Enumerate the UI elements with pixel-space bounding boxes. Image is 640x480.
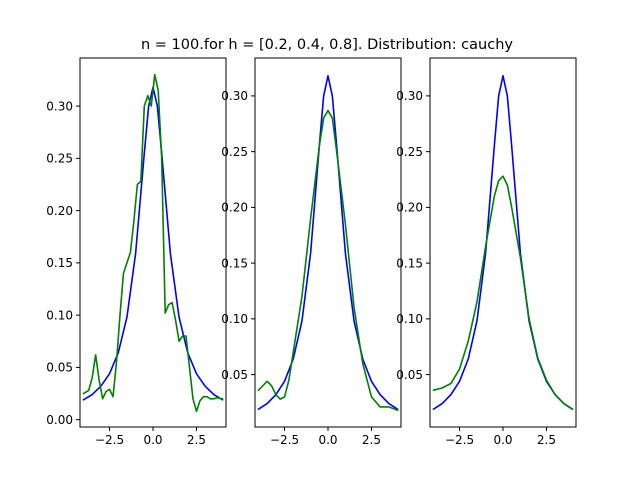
y-tick-label: 0.05 <box>46 361 73 375</box>
figure-title: n = 100.for h = [0.2, 0.4, 0.8]. Distrib… <box>141 37 513 53</box>
x-tick-label: −2.5 <box>270 433 299 447</box>
y-tick-label: 0.20 <box>396 201 423 215</box>
y-tick-label: 0.25 <box>221 145 248 159</box>
y-tick-label: 0.20 <box>221 201 248 215</box>
x-tick-label: 2.5 <box>187 433 206 447</box>
y-tick-label: 0.30 <box>46 99 73 113</box>
x-tick-label: 2.5 <box>537 433 556 447</box>
y-tick-label: 0.30 <box>221 89 248 103</box>
x-tick-label: 0.0 <box>143 433 162 447</box>
y-tick-label: 0.05 <box>396 368 423 382</box>
y-tick-label: 0.30 <box>396 89 423 103</box>
y-tick-label: 0.10 <box>46 308 73 322</box>
y-tick-label: 0.20 <box>46 204 73 218</box>
x-tick-label: 2.5 <box>362 433 381 447</box>
y-tick-label: 0.25 <box>46 152 73 166</box>
x-tick-label: 0.0 <box>493 433 512 447</box>
series-line-2 <box>432 175 574 410</box>
series-line-1 <box>257 75 399 410</box>
series-line-2 <box>257 109 399 412</box>
subplot-2: −2.5 0.0 2.5 0.05 0.10 0.15 0.20 0.25 0.30 <box>221 57 402 447</box>
x-tick-label: −2.5 <box>95 433 124 447</box>
subplots: −2.5 0.0 2.50.000.050.100.150.200.250.30−2… <box>46 57 577 447</box>
y-tick-label: 0.10 <box>221 312 248 326</box>
y-tick-label: 0.15 <box>221 256 248 270</box>
subplot-3: −2.5 0.0 2.5 0.05 0.10 0.15 0.20 0.25 0.30 <box>396 57 577 447</box>
y-tick-label: 0.15 <box>46 256 73 270</box>
y-tick-label: 0.25 <box>396 145 423 159</box>
y-tick-label: 0.10 <box>396 312 423 326</box>
subplot-1: −2.5 0.0 2.5 0.00 0.05 0.10 0.15 0.20 0.25 0.30 <box>46 57 227 447</box>
y-tick-label: 0.05 <box>221 368 248 382</box>
series-line-2 <box>82 73 224 413</box>
x-tick-label: −2.5 <box>445 433 474 447</box>
y-tick-label: 0.15 <box>396 256 423 270</box>
y-tick-label: 0.00 <box>46 413 73 427</box>
x-tick-label: 0.0 <box>318 433 337 447</box>
